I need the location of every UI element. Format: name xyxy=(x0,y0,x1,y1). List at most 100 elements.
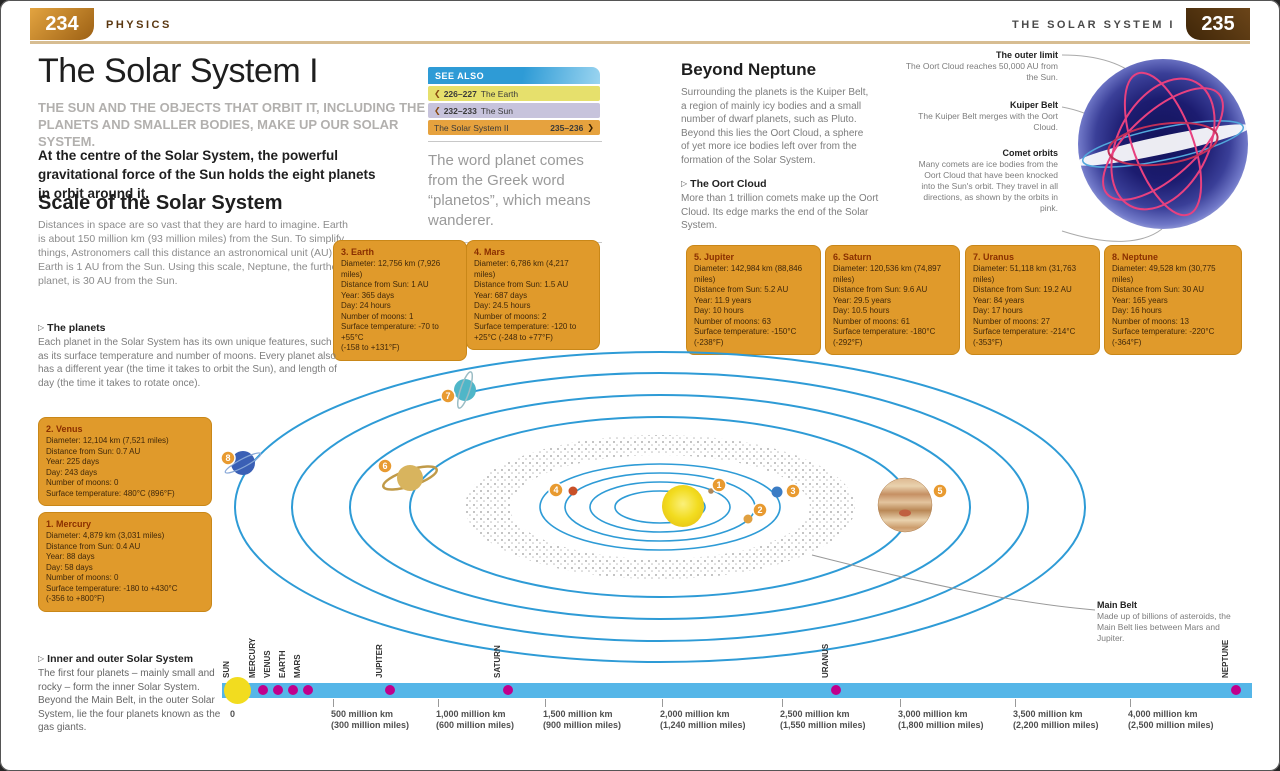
annotation-title: The outer limit xyxy=(995,50,1058,60)
see-also-panel: SEE ALSO ❮ 226–227 The Earth ❮ 232–233 T… xyxy=(428,67,600,135)
planet-box-venus: 2. Venus Diameter: 12,104 km (7,521 mile… xyxy=(38,417,212,506)
scale-tick xyxy=(1130,699,1131,707)
planet-box-uranus: 7. Uranus Diameter: 51,118 km (31,763 mi… xyxy=(965,245,1100,355)
triangle-icon: ▷ xyxy=(681,179,688,188)
badge-number: 4 xyxy=(553,485,558,495)
scale-dot-mercury xyxy=(258,685,268,695)
see-also-pages: 235–236 xyxy=(550,122,584,133)
annotation-body: The Kuiper Belt merges with the Oort Clo… xyxy=(918,111,1058,132)
scale-dot-mars xyxy=(303,685,313,695)
right-page-number-text: 235 xyxy=(1201,12,1235,35)
oort-cloud-heading-text: The Oort Cloud xyxy=(690,178,767,190)
tick-miles: (300 million miles) xyxy=(331,720,410,730)
scale-label-earth: EARTH xyxy=(278,650,287,678)
planet-box-title: 2. Venus xyxy=(46,424,83,434)
annotation-title: Comet orbits xyxy=(1002,148,1058,158)
tick-km: 2,500 million km xyxy=(780,709,850,719)
tick-miles: (1,550 million miles) xyxy=(780,720,866,730)
tick-miles: (1,800 million miles) xyxy=(898,720,984,730)
planet-box-details: Diameter: 51,118 km (31,763 miles) Dista… xyxy=(973,264,1077,347)
tick-km: 3,000 million km xyxy=(898,709,968,719)
scale-tick xyxy=(662,699,663,707)
beyond-neptune-heading: Beyond Neptune xyxy=(681,60,817,79)
see-also-label: The Solar System II xyxy=(434,122,509,133)
oort-slice-gap xyxy=(1075,124,1251,166)
annotation-comet-orbits: Comet orbits Many comets are ice bodies … xyxy=(913,148,1058,214)
planet-box-details: Diameter: 4,879 km (3,031 miles) Distanc… xyxy=(46,531,178,603)
triangle-icon: ▷ xyxy=(38,654,45,663)
tick-km: 3,500 million km xyxy=(1013,709,1083,719)
scale-heading: Scale of the Solar System xyxy=(38,192,283,214)
left-running-head: PHYSICS xyxy=(106,19,172,31)
distance-scale-bar xyxy=(222,683,1252,698)
scale-tick xyxy=(782,699,783,707)
scale-dot-jupiter xyxy=(385,685,395,695)
scale-tick-label: 500 million km (300 million miles) xyxy=(331,709,409,731)
scale-label-jupiter: JUPITER xyxy=(375,644,384,678)
scale-zero-label: 0 xyxy=(230,709,236,719)
planets-heading-text: The planets xyxy=(47,322,106,334)
badge-neptune xyxy=(220,450,236,466)
planet-earth xyxy=(771,486,783,498)
left-page-number: 234 xyxy=(30,8,94,40)
tick-km: 1,500 million km xyxy=(543,709,613,719)
planet-box-details: Diameter: 12,104 km (7,521 miles) Distan… xyxy=(46,436,175,498)
forward-arrow-icon: ❯ xyxy=(587,123,594,132)
planets-heading: ▷ The planets xyxy=(38,322,106,334)
page-title: The Solar System I xyxy=(38,52,319,90)
comet-orbit-ring-red xyxy=(1107,121,1219,167)
see-also-header: SEE ALSO xyxy=(428,67,600,84)
annotation-body: Many comets are ice bodies from the Oort… xyxy=(918,159,1058,213)
see-also-row-sun: ❮ 232–233 The Sun xyxy=(428,103,600,118)
scale-tick xyxy=(900,699,901,707)
badge-number: 3 xyxy=(790,486,795,496)
see-also-label: The Sun xyxy=(480,105,513,116)
badge-mars xyxy=(548,482,564,498)
orbit-mercury xyxy=(614,490,706,524)
planet-uranus xyxy=(454,379,476,401)
annotation-title: Main Belt xyxy=(1097,600,1138,610)
scale-tick-label: 3,500 million km (2,200 million miles) xyxy=(1013,709,1099,731)
planet-box-title: 1. Mercury xyxy=(46,519,92,529)
scale-dot-earth xyxy=(288,685,298,695)
scale-label-mercury: MERCURY xyxy=(248,637,257,678)
scale-tick-label: 2,000 million km (1,240 million miles) xyxy=(660,709,746,731)
scale-label-uranus: URANUS xyxy=(821,643,830,678)
annotation-title: Kuiper Belt xyxy=(1009,100,1058,110)
planet-box-details: Diameter: 49,528 km (30,775 miles) Dista… xyxy=(1112,264,1216,347)
badge-uranus xyxy=(440,388,456,404)
left-page-number-text: 234 xyxy=(45,12,79,35)
planet-jupiter xyxy=(877,477,933,533)
orbit-saturn xyxy=(349,394,971,620)
right-running-head: THE SOLAR SYSTEM I xyxy=(1012,19,1175,31)
scale-tick-label: 3,000 million km (1,800 million miles) xyxy=(898,709,984,731)
annotation-body: The Oort Cloud reaches 50,000 AU from th… xyxy=(905,61,1058,82)
back-arrow-icon: ❮ xyxy=(434,106,441,115)
see-also-pages: 232–233 xyxy=(443,105,477,116)
planet-box-neptune: 8. Neptune Diameter: 49,528 km (30,775 m… xyxy=(1104,245,1242,355)
leader-line-comet-orbits xyxy=(1061,228,1163,242)
pull-quote: The word planet comes from the Greek wor… xyxy=(428,141,602,243)
planet-neptune xyxy=(231,451,255,475)
planet-box-mars: 4. Mars Diameter: 6,786 km (4,217 miles)… xyxy=(466,240,600,350)
scale-sun xyxy=(224,677,251,704)
scale-label-venus: VENUS xyxy=(263,650,272,678)
orbit-neptune xyxy=(234,351,1086,663)
tick-miles: (1,240 million miles) xyxy=(660,720,746,730)
annotation-main-belt: Main Belt Made up of billions of asteroi… xyxy=(1097,600,1237,644)
scale-tick-label: 4,000 million km (2,500 million miles) xyxy=(1128,709,1214,731)
scale-label-neptune: NEPTUNE xyxy=(1221,639,1230,678)
planet-box-details: Diameter: 6,786 km (4,217 miles) Distanc… xyxy=(474,259,577,342)
planet-box-details: Diameter: 12,756 km (7,926 miles) Distan… xyxy=(341,259,441,352)
annotation-kuiper-belt: Kuiper Belt The Kuiper Belt merges with … xyxy=(898,100,1058,133)
see-also-row-solar-system-2: The Solar System II 235–236 ❯ xyxy=(428,120,600,135)
badge-number: 5 xyxy=(937,486,942,496)
tick-km: 500 million km xyxy=(331,709,394,719)
planet-box-earth: 3. Earth Diameter: 12,756 km (7,926 mile… xyxy=(333,240,467,361)
planet-box-title: 6. Saturn xyxy=(833,252,872,262)
oort-cloud-body: More than 1 trillion comets make up the … xyxy=(681,193,879,231)
inner-outer-body: The first four planets – mainly small an… xyxy=(38,668,221,733)
badge-venus xyxy=(752,502,768,518)
planet-box-saturn: 6. Saturn Diameter: 120,536 km (74,897 m… xyxy=(825,245,960,355)
badge-jupiter xyxy=(932,483,948,499)
